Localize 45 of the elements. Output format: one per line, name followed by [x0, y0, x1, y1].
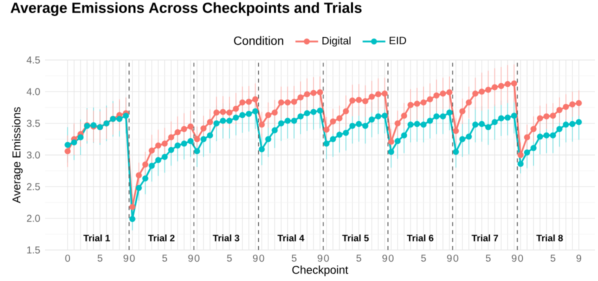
legend-label: EID — [390, 36, 406, 44]
annotation: Trial 7 — [472, 234, 498, 242]
x-tick-label: 0 — [388, 254, 394, 262]
x-tick-label: 0 — [518, 254, 523, 262]
x-tick-label: 9 — [447, 254, 452, 262]
x-tick-label: 5 — [356, 254, 362, 262]
x-tick-label: 5 — [227, 254, 232, 262]
chart-title: Average Emissions Across Checkpoints and Trials — [10, 2, 362, 16]
annotation: Trial 2 — [148, 234, 175, 242]
x-tick-label: 5 — [162, 254, 168, 262]
y-axis-title: Average Emissions — [12, 107, 23, 204]
y-tick-label: 4.5 — [26, 56, 40, 64]
annotation: Trial 5 — [342, 234, 369, 242]
y-tick-label: 4.0 — [26, 88, 40, 96]
x-tick-label: 0 — [194, 254, 200, 262]
x-tick-label: 0 — [324, 254, 329, 262]
x-tick-label: 5 — [550, 254, 556, 262]
x-tick-label: 5 — [98, 254, 102, 262]
x-tick-label: 0 — [259, 254, 264, 262]
x-tick-label: 9 — [124, 254, 128, 262]
x-tick-label: 5 — [421, 254, 426, 262]
x-tick-label: 0 — [65, 254, 70, 262]
x-tick-label: 5 — [486, 254, 491, 262]
x-tick-label: 9 — [576, 254, 582, 262]
y-tick-label: 1.5 — [27, 246, 40, 254]
annotation: Trial 4 — [278, 234, 304, 242]
annotation: Trial 8 — [536, 234, 563, 242]
annotation: Trial 3 — [212, 234, 240, 242]
legend-label: Digital — [322, 36, 350, 47]
x-tick-label: 9 — [252, 254, 258, 262]
x-tick-label: 9 — [318, 254, 322, 262]
annotation: Trial 1 — [83, 234, 110, 242]
legend-title: Condition — [234, 36, 284, 45]
x-tick-label: 5 — [292, 254, 296, 262]
y-tick-label: 3.0 — [26, 151, 40, 159]
y-tick-label: 3.5 — [26, 120, 40, 127]
x-tick-label: 9 — [512, 254, 516, 262]
x-tick-label: 9 — [382, 254, 387, 262]
y-tick-label: 2.5 — [26, 183, 40, 190]
annotation: Trial 6 — [406, 234, 434, 242]
x-tick-label: 0 — [454, 254, 458, 262]
x-tick-label: 9 — [188, 254, 193, 262]
y-tick-label: 2.0 — [26, 214, 40, 222]
x-tick-label: 0 — [130, 254, 135, 262]
x-axis-title: Checkpoint — [292, 266, 348, 276]
